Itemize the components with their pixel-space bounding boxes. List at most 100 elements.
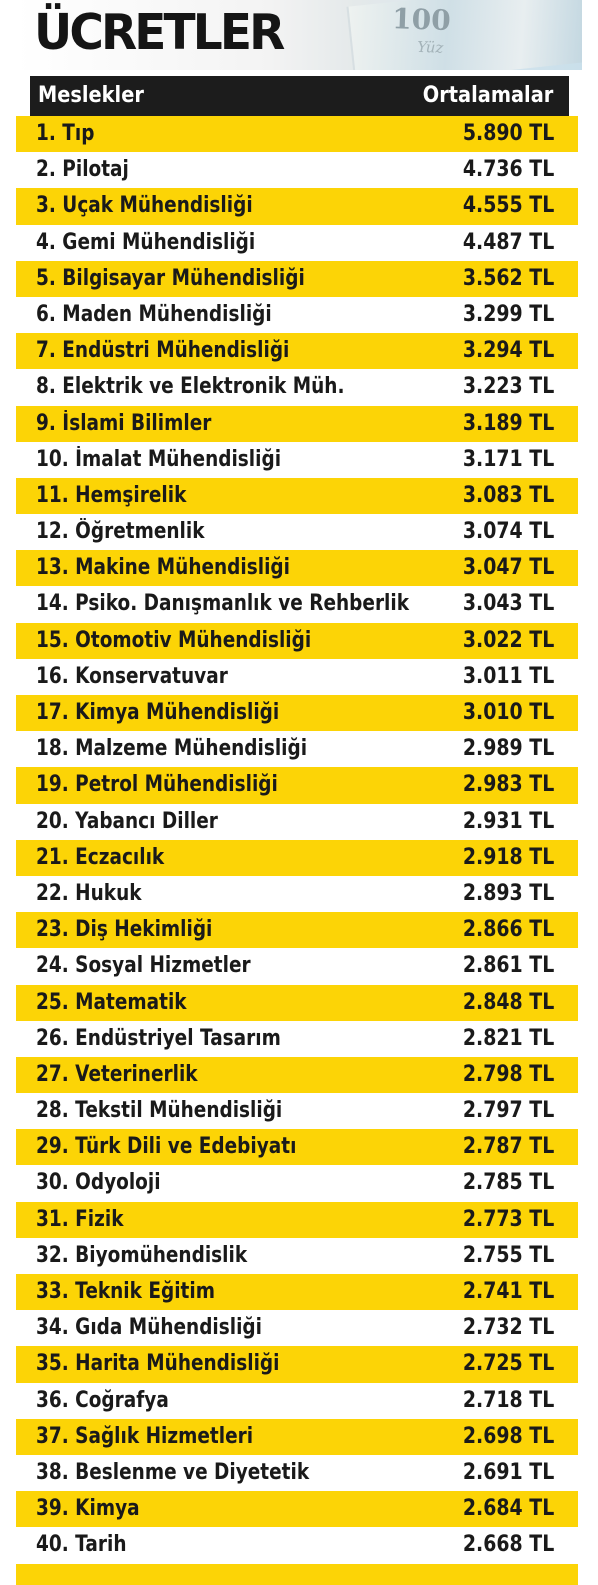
average-salary: 4.555 TL [462,193,554,219]
table-row: 14. Psiko. Danışmanlık ve Rehberlik 3.043… [16,586,578,622]
average-salary: 2.741 TL [462,1279,554,1304]
profession-name: 33. Teknik Eğitim [36,1279,215,1304]
table-row: 18. Malzeme Mühendisliği 2.989 TL [16,731,578,767]
average-salary: 3.223 TL [462,374,554,400]
table-row: 34. Gıda Mühendisliği 2.732 TL [16,1310,578,1346]
average-salary: 2.893 TL [462,880,554,906]
table-row: 31. Fizik 2.773 TL [16,1201,578,1238]
average-salary: 3.171 TL [462,446,554,472]
average-salary: 2.983 TL [462,772,554,798]
profession-name: 20. Yabancı Diller [36,808,218,834]
table-row: 20. Yabancı Diller 2.931 TL [16,804,578,840]
table-row: 37. Sağlık Hizmetleri 2.698 TL [16,1418,578,1455]
profession-name: 24. Sosyal Hizmetler [36,953,251,979]
table-row: 11. Hemşirelik 3.083 TL [16,477,578,515]
average-salary: 2.797 TL [462,1098,554,1124]
page-title: ÜCRETLER [34,4,285,61]
average-salary: 2.785 TL [462,1170,554,1196]
table-row: 8. Elektrik ve Elektronik Müh. 3.223 TL [16,369,578,405]
table-row: 27. Veterinerlik 2.798 TL [16,1056,578,1094]
profession-name: 34. Gıda Mühendisliği [36,1315,262,1341]
table-row: 22. Hukuk 2.893 TL [16,876,578,912]
bottom-stripe [16,1564,578,1585]
average-salary: 3.294 TL [462,338,554,364]
header-banner: 100 Yüz [16,0,582,70]
average-salary: 2.755 TL [462,1242,554,1268]
profession-name: 37. Sağlık Hizmetleri [36,1423,254,1449]
profession-name: 10. İmalat Mühendisliği [36,446,282,472]
table-row: 28. Tekstil Mühendisliği 2.797 TL [16,1093,578,1129]
table-row: 12. Öğretmenlik 3.074 TL [16,514,578,550]
table-row: 23. Diş Hekimliği 2.866 TL [16,912,578,949]
average-salary: 2.725 TL [462,1351,554,1377]
average-salary: 2.668 TL [462,1532,554,1558]
average-salary: 2.848 TL [462,989,554,1015]
average-salary: 2.698 TL [462,1423,554,1449]
table-row: 33. Teknik Eğitim 2.741 TL [16,1274,578,1311]
average-salary: 2.773 TL [462,1206,554,1232]
average-salary: 3.047 TL [462,555,554,581]
table-row: 7. Endüstri Mühendisliği 3.294 TL [16,333,578,370]
average-salary: 3.083 TL [462,482,554,508]
table-row: 17. Kimya Mühendisliği 3.010 TL [16,695,578,732]
average-salary: 3.010 TL [462,700,554,725]
profession-name: 25. Matematik [36,989,187,1015]
banknote-text: Yüz [416,37,444,57]
average-salary: 2.989 TL [462,736,554,762]
table-row: 39. Kimya 2.684 TL [16,1491,578,1528]
table-row: 40. Tarih 2.668 TL [16,1527,578,1563]
profession-name: 19. Petrol Mühendisliği [36,772,278,798]
profession-name: 7. Endüstri Mühendisliği [36,338,290,364]
table-row: 29. Türk Dili ve Edebiyatı 2.787 TL [16,1129,578,1166]
profession-name: 14. Psiko. Danışmanlık ve Rehberlik [36,591,410,617]
profession-name: 1. Tıp [36,121,95,146]
table-row: 10. İmalat Mühendisliği 3.171 TL [16,442,578,478]
profession-name: 6. Maden Mühendisliği [36,301,272,327]
table-row: 38. Beslenme ve Diyetetik 2.691 TL [16,1455,578,1491]
table-row: 19. Petrol Mühendisliği 2.983 TL [16,767,578,804]
average-salary: 2.732 TL [462,1315,554,1341]
average-salary: 3.011 TL [462,663,554,689]
average-salary: 2.787 TL [462,1134,554,1160]
profession-name: 13. Makine Mühendisliği [36,555,290,581]
average-salary: 2.861 TL [462,953,554,979]
column-header-ortalamalar: Ortalamalar [422,83,553,108]
profession-name: 27. Veterinerlik [36,1061,198,1087]
average-salary: 2.931 TL [462,808,554,834]
profession-name: 12. Öğretmenlik [36,519,205,545]
average-salary: 2.798 TL [462,1061,554,1087]
average-salary: 5.890 TL [462,121,554,146]
table-row: 25. Matematik 2.848 TL [16,984,578,1021]
profession-name: 30. Odyoloji [36,1170,161,1196]
profession-name: 8. Elektrik ve Elektronik Müh. [36,374,345,400]
average-salary: 3.043 TL [462,591,554,617]
banknote-image: 100 Yüz [346,0,582,70]
average-salary: 4.487 TL [462,229,554,255]
profession-name: 11. Hemşirelik [36,482,187,508]
average-salary: 3.299 TL [462,301,554,327]
table-row: 30. Odyoloji 2.785 TL [16,1165,578,1201]
table-row: 6. Maden Mühendisliği 3.299 TL [16,297,578,333]
table-row: 32. Biyomühendislik 2.755 TL [16,1238,578,1274]
profession-name: 28. Tekstil Mühendisliği [36,1098,283,1124]
profession-name: 4. Gemi Mühendisliği [36,229,256,255]
table-row: 21. Eczacılık 2.918 TL [16,839,578,876]
average-salary: 3.074 TL [462,519,554,545]
average-salary: 3.022 TL [462,627,554,653]
profession-name: 32. Biyomühendislik [36,1242,248,1268]
profession-name: 2. Pilotaj [36,157,129,183]
average-salary: 3.189 TL [462,410,554,436]
table-row: 24. Sosyal Hizmetler 2.861 TL [16,948,578,984]
average-salary: 2.691 TL [462,1459,554,1485]
table-row: 16. Konservatuvar 3.011 TL [16,659,578,695]
profession-name: 18. Malzeme Mühendisliği [36,736,308,762]
banknote-number: 100 [391,2,451,38]
average-salary: 2.821 TL [462,1025,554,1051]
profession-name: 23. Diş Hekimliği [36,917,213,943]
profession-name: 17. Kimya Mühendisliği [36,700,280,725]
column-header-meslekler: Meslekler [38,83,144,108]
average-salary: 2.918 TL [462,844,554,870]
profession-name: 39. Kimya [36,1496,140,1522]
table-row: 4. Gemi Mühendisliği 4.487 TL [16,225,578,261]
profession-name: 38. Beslenme ve Diyetetik [36,1459,310,1485]
